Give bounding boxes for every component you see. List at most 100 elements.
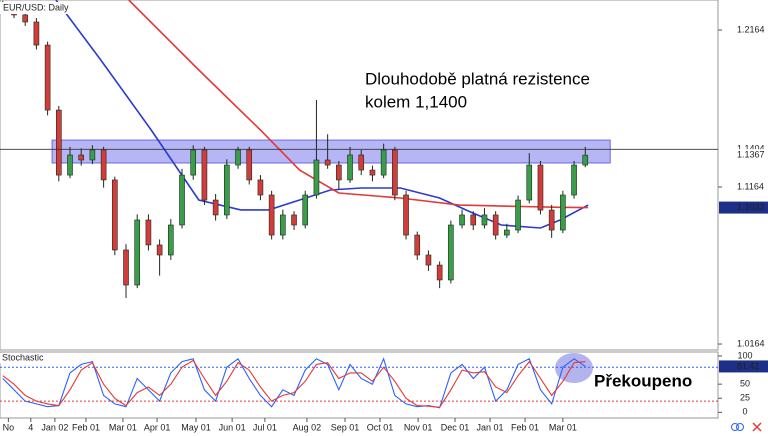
- x-tick-label: Mar 01: [549, 422, 577, 432]
- candle-body: [515, 199, 521, 231]
- candle-body: [313, 159, 320, 196]
- icon: [731, 423, 739, 431]
- moving-average: [55, 0, 589, 229]
- bottom-icons: [731, 422, 762, 432]
- x-tick-label: Jul 01: [253, 422, 277, 432]
- candle-body: [156, 244, 163, 256]
- ma-price-tag-box: [719, 201, 768, 214]
- y-tick-label: 1.1164: [737, 181, 764, 191]
- candle-body: [246, 149, 253, 181]
- last-price-tag: 1.1367: [737, 150, 765, 160]
- candle-body: [492, 214, 499, 236]
- y-tick-label: 25: [740, 393, 750, 403]
- candle-body: [112, 179, 118, 251]
- candle-body: [448, 224, 454, 281]
- candle-body: [44, 44, 51, 111]
- stochastic-tag: 81.41: [737, 361, 760, 371]
- panel-title: Stochastic: [2, 352, 44, 362]
- candle-body: [380, 149, 387, 176]
- candle-body: [56, 109, 62, 176]
- candle-body: [425, 254, 432, 266]
- x-tick-label: Oct 01: [367, 422, 394, 432]
- y-tick-label: 1.2164: [737, 24, 765, 34]
- candle-body: [369, 169, 376, 176]
- icon: [752, 422, 762, 432]
- candle-body: [168, 224, 174, 256]
- candle-body: [201, 149, 208, 201]
- candle-body: [89, 149, 96, 161]
- candle-body: [504, 229, 510, 236]
- candle-body: [459, 214, 465, 226]
- title-bg: [0, 353, 48, 363]
- chart-title: EUR/USD: Daily: [3, 2, 69, 12]
- candle-body: [291, 214, 297, 226]
- x-tick-label: Nov 01: [404, 422, 433, 432]
- candle-body: [324, 159, 331, 166]
- stochastic-panel: [0, 351, 719, 419]
- candle-body: [33, 21, 40, 46]
- x-tick-label: Jan 02: [41, 422, 68, 432]
- candle-body: [257, 179, 264, 196]
- candle-body: [280, 214, 286, 236]
- annotation: Překoupeno: [594, 371, 692, 390]
- x-tick-label: Jun 01: [219, 422, 246, 432]
- stochastic-line: [2, 357, 586, 409]
- overbought-highlight: [555, 353, 593, 383]
- x-tick-label: May 01: [181, 422, 211, 432]
- candle-body: [481, 214, 488, 226]
- last-price-tag-box: [719, 149, 768, 162]
- candle-body: [145, 219, 152, 246]
- title-bg: [0, 2, 72, 14]
- resistance-zone: [51, 139, 611, 164]
- candle-body: [67, 154, 73, 176]
- stochastic-line: [2, 359, 586, 408]
- candle-body: [268, 194, 275, 236]
- candle-body: [134, 219, 141, 286]
- annotation: Dlouhodobě platná rezistence: [365, 69, 590, 88]
- x-tick-label: 4: [28, 422, 33, 432]
- annotation: kolem 1,1400: [365, 92, 467, 111]
- candle-body: [302, 194, 309, 226]
- candle-body: [403, 194, 409, 236]
- candle-body: [22, 14, 29, 23]
- x-tick-label: Mar 01: [109, 422, 137, 432]
- x-tick-label: Jan 01: [477, 422, 504, 432]
- candle-body: [436, 264, 443, 281]
- candle-body: [537, 164, 544, 211]
- ma-price-tag: 1.1033: [737, 202, 765, 212]
- candle-body: [392, 149, 398, 196]
- candle-body: [347, 154, 353, 181]
- candle-body: [235, 149, 241, 166]
- stochastic-tag-box: [719, 360, 768, 373]
- y-tick-label: 50: [740, 379, 750, 389]
- candle-body: [582, 154, 589, 166]
- candle-body: [358, 154, 365, 171]
- candle-body: [548, 209, 555, 231]
- candle-body: [78, 154, 85, 161]
- x-tick-label: Aug 02: [293, 422, 322, 432]
- x-tick-label: Sep 01: [331, 422, 360, 432]
- x-tick-label: Dec 01: [441, 422, 470, 432]
- candle-body: [571, 164, 577, 196]
- candle-body: [414, 234, 421, 256]
- candle-body: [123, 249, 129, 286]
- x-tick-label: Feb 01: [511, 422, 539, 432]
- candle-body: [190, 149, 197, 176]
- x-tick-label: Feb 01: [72, 422, 100, 432]
- icon: [736, 423, 744, 431]
- candle-body: [224, 164, 230, 216]
- y-tick-label: 0: [742, 407, 747, 417]
- x-tick-label: Apr 01: [144, 422, 171, 432]
- price-panel: [0, 0, 719, 351]
- candle-body: [100, 149, 107, 181]
- candle-body: [470, 214, 477, 226]
- candle-body: [560, 194, 566, 231]
- candle-body: [336, 164, 342, 181]
- y-tick-label: 100: [737, 350, 752, 360]
- candle-body: [212, 199, 219, 216]
- x-tick-label: No: [3, 422, 15, 432]
- candle-body: [526, 164, 533, 201]
- y-tick-label: 1.0164: [737, 338, 765, 348]
- resistance-price-tag: 1.1404: [737, 144, 765, 154]
